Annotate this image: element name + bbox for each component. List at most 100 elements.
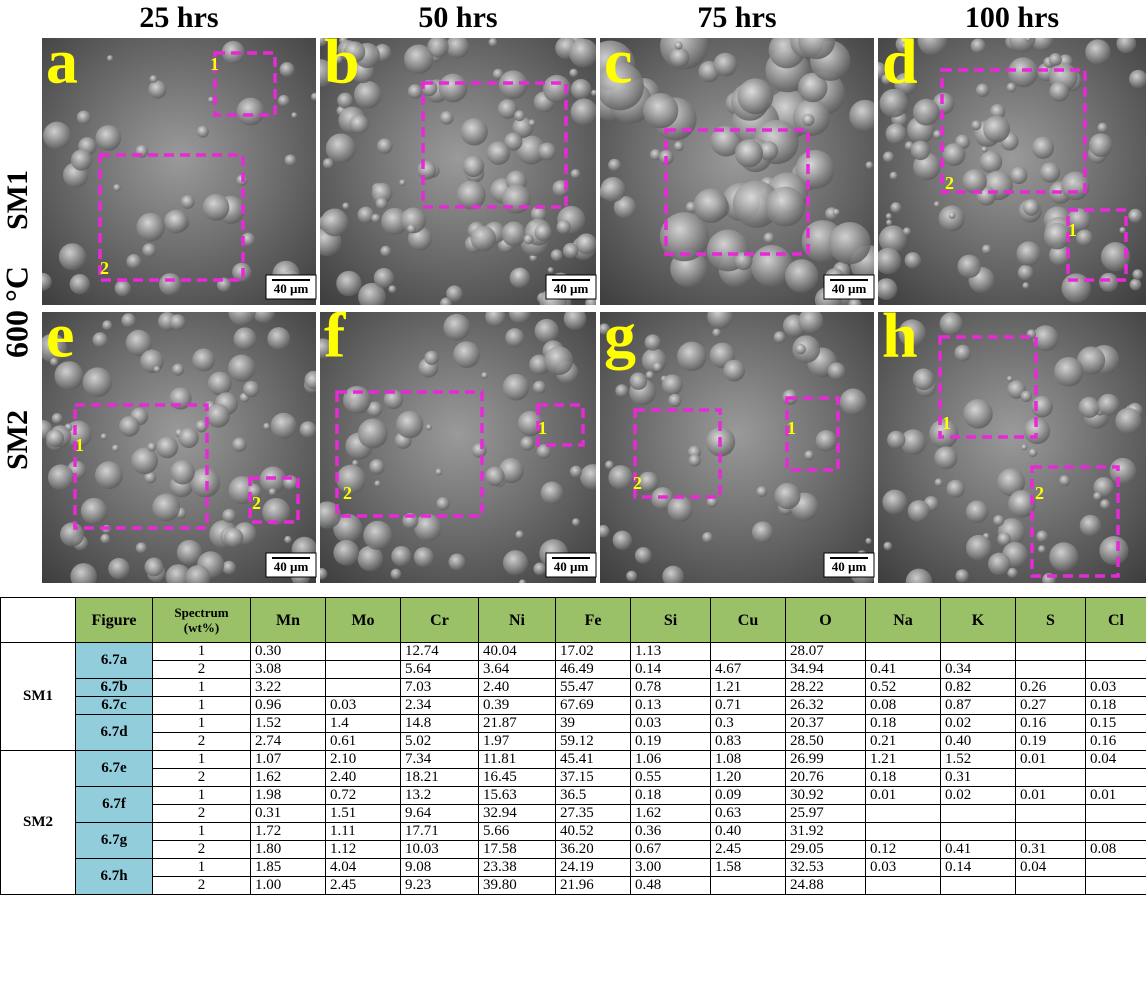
value-cell <box>1086 643 1146 661</box>
texture-grain <box>170 460 195 485</box>
spectrum-cell: 1 <box>153 643 251 661</box>
texture-grain <box>886 220 892 226</box>
spectrum-cell: 2 <box>153 805 251 823</box>
value-cell: 24.19 <box>556 859 631 877</box>
texture-grain <box>735 139 763 167</box>
region-label: 2 <box>252 493 261 513</box>
texture-grain <box>875 248 901 274</box>
texture-grain <box>538 142 556 160</box>
page: {"figure": { "columns": ["25 hrs", "50 h… <box>0 0 1146 1002</box>
panel-image <box>313 301 606 586</box>
sem-panel: c40 µm <box>585 22 887 313</box>
header-cell: Spectrum (wt%) <box>153 598 251 643</box>
header-cell: Figure <box>76 598 153 643</box>
texture-grain <box>95 461 123 489</box>
texture-grain <box>954 345 971 362</box>
value-cell <box>1016 643 1086 661</box>
texture-grain <box>737 78 773 114</box>
value-cell: 0.40 <box>711 823 786 841</box>
texture-grain <box>443 314 470 341</box>
value-cell: 1.52 <box>941 751 1016 769</box>
value-cell: 5.64 <box>401 661 479 679</box>
header-cell: Mo <box>326 598 401 643</box>
texture-grain <box>131 448 158 475</box>
value-cell: 3.08 <box>251 661 326 679</box>
value-cell: 0.18 <box>866 769 941 787</box>
texture-grain <box>883 542 892 551</box>
texture-grain <box>1018 265 1034 281</box>
value-cell: 0.18 <box>1086 697 1146 715</box>
texture-grain <box>1117 34 1137 54</box>
texture-grain <box>674 141 684 151</box>
texture-grain <box>1132 269 1142 279</box>
texture-grain <box>563 243 579 259</box>
texture-grain <box>271 413 297 439</box>
texture-grain <box>528 119 535 126</box>
value-cell <box>326 679 401 697</box>
texture-grain <box>935 478 943 486</box>
composition-table: FigureSpectrum (wt%)MnMoCrNiFeSiCuONaKSC… <box>0 597 1146 895</box>
texture-grain <box>913 99 940 126</box>
value-cell: 0.18 <box>631 787 711 805</box>
texture-grain <box>608 465 632 489</box>
texture-grain <box>156 436 178 458</box>
texture-grain <box>426 424 432 430</box>
table-row: 6.7b13.227.032.4055.470.781.2128.220.520… <box>1 679 1146 697</box>
texture-grain <box>502 222 527 247</box>
value-cell: 0.52 <box>866 679 941 697</box>
texture-grain <box>533 381 546 394</box>
texture-grain <box>979 151 1002 174</box>
header-cell: Cl <box>1086 598 1146 643</box>
texture-grain <box>285 154 297 166</box>
texture-grain <box>59 243 86 270</box>
texture-grain <box>93 332 108 347</box>
value-cell: 3.64 <box>479 661 556 679</box>
texture-grain <box>1010 167 1027 184</box>
texture-grain <box>489 38 498 47</box>
value-cell: 0.72 <box>326 787 401 805</box>
value-cell: 2.74 <box>251 733 326 751</box>
texture-grain <box>988 553 1011 576</box>
table-row: 21.622.4018.2116.4537.150.551.2020.760.1… <box>1 769 1146 787</box>
spectrum-cell: 1 <box>153 859 251 877</box>
value-cell: 0.55 <box>631 769 711 787</box>
value-cell: 0.21 <box>866 733 941 751</box>
texture-grain <box>544 346 573 375</box>
texture-grain <box>1021 444 1027 450</box>
header-cell: Mn <box>251 598 326 643</box>
value-cell: 0.19 <box>631 733 711 751</box>
value-cell: 4.04 <box>326 859 401 877</box>
texture-grain <box>414 547 434 567</box>
value-cell: 0.08 <box>1086 841 1146 859</box>
value-cell: 9.08 <box>401 859 479 877</box>
table-row: 6.7f11.980.7213.215.6336.50.180.0930.920… <box>1 787 1146 805</box>
region-label: 2 <box>1035 483 1044 503</box>
region-label: 1 <box>942 413 951 433</box>
texture-grain <box>399 179 406 186</box>
value-cell: 1.00 <box>251 877 326 895</box>
table-row: 6.7h11.854.049.0823.3824.193.001.5832.53… <box>1 859 1146 877</box>
value-cell: 0.16 <box>1086 733 1146 751</box>
texture-grain <box>461 118 488 145</box>
value-cell: 46.49 <box>556 661 631 679</box>
texture-grain <box>662 566 683 587</box>
value-cell: 12.74 <box>401 643 479 661</box>
texture-grain <box>222 509 236 523</box>
texture-grain <box>119 416 140 437</box>
value-cell: 21.96 <box>556 877 631 895</box>
texture-grain <box>535 319 559 343</box>
texture-grain <box>865 538 871 544</box>
texture-grain <box>534 224 551 241</box>
value-cell: 36.5 <box>556 787 631 805</box>
texture-grain <box>374 480 380 486</box>
texture-grain <box>48 464 74 490</box>
texture-grain <box>424 351 438 365</box>
texture-grain <box>369 459 384 474</box>
value-cell: 11.81 <box>479 751 556 769</box>
scale-label: 40 µm <box>274 281 309 296</box>
texture-grain <box>391 569 402 580</box>
texture-grain <box>600 177 625 202</box>
texture-grain <box>206 404 230 428</box>
value-cell: 28.07 <box>786 643 866 661</box>
value-cell: 24.88 <box>786 877 866 895</box>
